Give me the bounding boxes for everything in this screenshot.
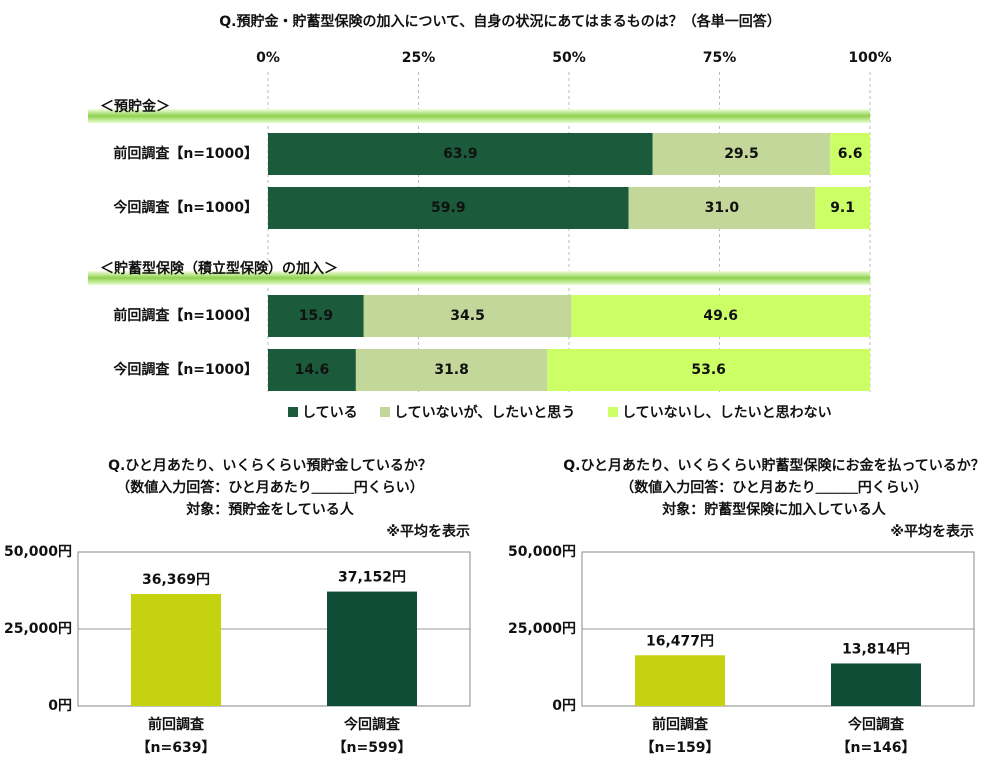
value-label: 9.1: [830, 200, 855, 216]
group-label: ＜貯蓄型保険（積立型保険）の加入＞: [100, 260, 338, 277]
legend-label: していないが、したいと思う: [394, 404, 575, 421]
legend-swatch: [608, 407, 618, 417]
bar-segment: [815, 187, 870, 229]
chart-title: （数値入力回答：ひと月あたり＿＿＿円くらい）: [116, 479, 424, 496]
chart-note: ※平均を表示: [386, 523, 470, 540]
chart-note: ※平均を表示: [890, 523, 974, 540]
category-label: 今回調査【n=1000】: [112, 199, 258, 216]
value-label: 14.6: [295, 362, 330, 378]
x-tick-note: 【n=159】: [641, 740, 720, 756]
chart-title: Q.ひと月あたり、いくらくらい預貯金しているか？: [108, 457, 432, 474]
chart-title: Q.預貯金・貯蓄型保険の加入について、自身の状況にあてはまるものは？（各単一回答…: [219, 13, 781, 30]
value-label: 37,152円: [338, 570, 406, 586]
plot-frame: [77, 551, 471, 707]
y-tick-label: 0円: [552, 698, 576, 714]
group-label: ＜預貯金＞: [100, 98, 170, 115]
bar-segment: [355, 349, 548, 391]
x-tick-label: 前回調査: [652, 716, 709, 733]
bar-segment: [268, 349, 356, 391]
value-label: 31.8: [434, 362, 469, 378]
value-label: 6.6: [838, 146, 863, 162]
value-label: 31.0: [705, 200, 740, 216]
category-label: 前回調査【n=1000】: [113, 307, 258, 324]
bar: [131, 593, 221, 706]
category-label: 今回調査【n=1000】: [112, 361, 258, 378]
bar-segment: [363, 295, 572, 337]
legend-swatch: [380, 407, 390, 417]
value-label: 16,477円: [646, 633, 714, 649]
group-band: [88, 109, 870, 123]
bar: [831, 663, 921, 706]
value-label: 36,369円: [142, 572, 210, 588]
x-tick-note: 【n=146】: [837, 740, 916, 756]
bar-segment: [830, 133, 870, 175]
y-tick-label: 50,000円: [4, 544, 72, 560]
x-tick-label: 0%: [256, 50, 280, 66]
x-tick-label: 50%: [552, 50, 586, 66]
group-band: [88, 271, 870, 285]
y-tick-label: 50,000円: [508, 544, 576, 560]
category-label: 前回調査【n=1000】: [113, 145, 258, 162]
legend-label: している: [302, 405, 358, 421]
value-label: 29.5: [724, 146, 759, 162]
bar-segment: [268, 295, 364, 337]
x-tick-label: 75%: [703, 50, 737, 66]
bar-segment: [628, 187, 816, 229]
x-tick-label: 今回調査: [847, 716, 905, 733]
x-tick-label: 前回調査: [148, 716, 205, 733]
bar-segment: [268, 133, 653, 175]
bar: [635, 655, 725, 706]
chart-title: 対象：預貯金をしている人: [185, 501, 355, 518]
bar-segment: [547, 349, 870, 391]
value-label: 63.9: [443, 146, 478, 162]
x-tick-note: 【n=599】: [333, 740, 412, 756]
bar: [327, 591, 417, 706]
value-label: 59.9: [431, 200, 466, 216]
bar-segment: [268, 187, 629, 229]
value-label: 49.6: [703, 308, 738, 324]
value-label: 15.9: [299, 308, 334, 324]
y-tick-label: 0円: [48, 698, 72, 714]
legend-swatch: [288, 407, 298, 417]
y-tick-label: 25,000円: [4, 621, 72, 637]
legend-label: していないし、したいと思わない: [622, 405, 832, 421]
y-tick-label: 25,000円: [508, 621, 576, 637]
plot-frame: [581, 551, 975, 707]
chart-title: Q.ひと月あたり、いくらくらい貯蓄型保険にお金を払っているか？: [563, 457, 985, 474]
x-tick-label: 100%: [848, 50, 891, 66]
x-tick-label: 25%: [402, 50, 436, 66]
value-label: 13,814円: [842, 641, 910, 657]
bar-segment: [652, 133, 831, 175]
value-label: 53.6: [691, 362, 726, 378]
chart-title: 対象：貯蓄型保険に加入している人: [661, 501, 887, 518]
x-tick-label: 今回調査: [343, 716, 401, 733]
value-label: 34.5: [450, 308, 485, 324]
chart-title: （数値入力回答：ひと月あたり＿＿＿円くらい）: [620, 479, 928, 496]
x-tick-note: 【n=639】: [137, 740, 216, 756]
bar-segment: [571, 295, 870, 337]
